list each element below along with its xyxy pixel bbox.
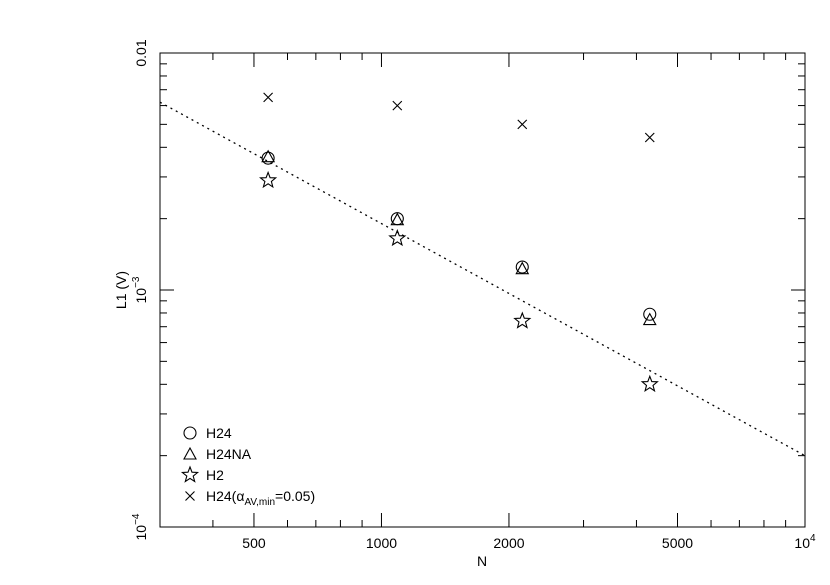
tick-marks — [159, 52, 806, 528]
x-tick-label: 500 — [242, 535, 266, 551]
triangle-point — [390, 212, 405, 226]
plot-frame — [159, 52, 806, 528]
x-tick-label: 5000 — [662, 535, 693, 551]
cross-point — [392, 100, 403, 111]
legend-triangle-marker — [183, 446, 197, 460]
series-triangle — [261, 149, 657, 326]
series-star — [259, 170, 659, 393]
x-axis-label: N — [477, 553, 487, 569]
legend-star-marker — [180, 465, 200, 483]
circle-point — [515, 260, 529, 274]
cross-point — [644, 132, 655, 143]
legend-label: H24(αAV,min=0.05) — [206, 488, 315, 508]
x-tick-label: 1000 — [366, 535, 397, 551]
star-point — [388, 228, 407, 247]
y-tick-label: 10−3 — [131, 276, 149, 303]
star-point — [640, 374, 659, 393]
y-tick-label: 10−4 — [131, 513, 149, 540]
star-point — [259, 170, 278, 189]
circle-point — [643, 307, 657, 321]
tick-labels: 500 1000 2000 5000 104 10−4 10−3 0.01 — [131, 39, 816, 551]
legend: H24 H24NA H2 H24(αAV,min=0.05) — [180, 425, 315, 508]
series-cross — [263, 92, 655, 143]
legend-circle-marker — [183, 426, 197, 440]
cross-point — [263, 92, 274, 103]
legend-label: H24NA — [206, 446, 252, 462]
y-tick-label: 0.01 — [133, 39, 149, 66]
triangle-point — [515, 261, 530, 275]
legend-label: H24 — [206, 425, 232, 441]
fit-line — [159, 101, 806, 457]
triangle-point — [642, 312, 657, 326]
legend-label: H2 — [206, 467, 224, 483]
x-tick-label: 104 — [794, 533, 816, 551]
circle-point — [261, 151, 275, 165]
y-axis-label: L1 (V) — [113, 271, 129, 309]
cross-point — [517, 119, 528, 130]
series-circle — [261, 151, 657, 321]
x-tick-label: 2000 — [493, 535, 524, 551]
legend-cross-marker — [185, 491, 195, 501]
triangle-point — [261, 149, 276, 163]
data-markers — [259, 92, 659, 393]
star-point — [513, 311, 532, 329]
